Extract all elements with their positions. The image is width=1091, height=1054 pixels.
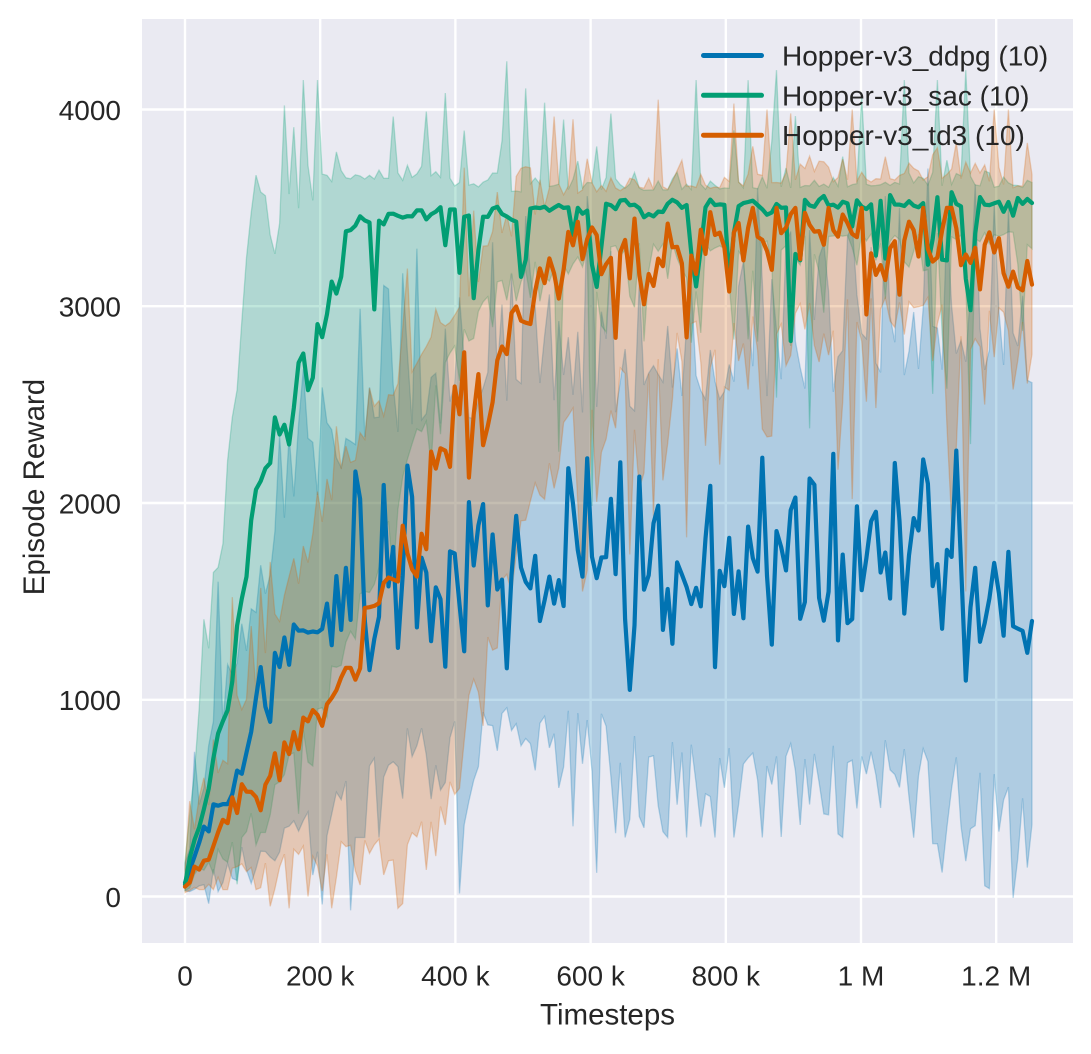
svg-text:600 k: 600 k <box>556 961 625 992</box>
svg-text:Hopper-v3_sac (10): Hopper-v3_sac (10) <box>782 80 1029 111</box>
svg-text:1.2 M: 1.2 M <box>961 961 1031 992</box>
svg-text:1 M: 1 M <box>838 961 885 992</box>
svg-text:3000: 3000 <box>59 292 121 323</box>
svg-text:Hopper-v3_ddpg (10): Hopper-v3_ddpg (10) <box>782 41 1048 72</box>
svg-text:0: 0 <box>105 882 121 913</box>
svg-text:Hopper-v3_td3 (10): Hopper-v3_td3 (10) <box>782 120 1025 151</box>
svg-text:4000: 4000 <box>59 95 121 126</box>
svg-text:0: 0 <box>177 961 193 992</box>
svg-text:Timesteps: Timesteps <box>540 999 675 1032</box>
svg-text:Episode Reward: Episode Reward <box>18 379 51 595</box>
svg-text:200 k: 200 k <box>286 961 355 992</box>
svg-text:800 k: 800 k <box>692 961 761 992</box>
svg-text:400 k: 400 k <box>421 961 490 992</box>
svg-text:1000: 1000 <box>59 685 121 716</box>
svg-text:2000: 2000 <box>59 488 121 519</box>
